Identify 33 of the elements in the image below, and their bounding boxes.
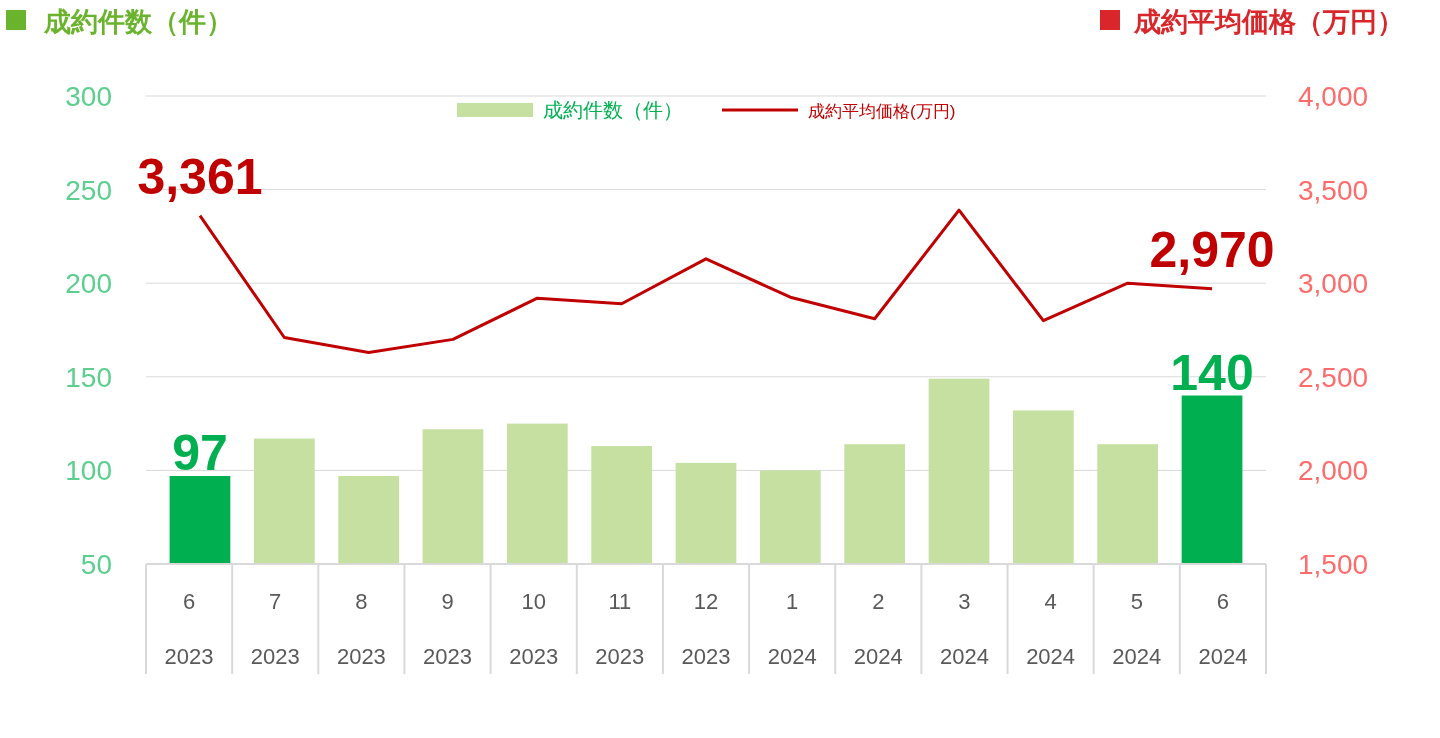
y-tick-label: 200 [65,268,112,300]
y2-tick-label: 3,000 [1298,268,1369,300]
category-label: 1 2024 [767,589,817,669]
y-tick-label: 50 [80,549,112,580]
category-label: 7 2023 [250,589,300,669]
legend-label: 成約件数（件） [543,99,683,121]
y2-tick-label: 1,500 [1298,549,1369,580]
y2-tick-label: 4,000 [1298,81,1369,112]
data-label: 97 [172,425,228,482]
y-axis-title: 成約件数（件） [43,7,233,37]
category-label: 6 2024 [1198,589,1248,669]
category-label: 9 2023 [423,589,473,669]
legend-label: 成約平均価格(万円) [808,102,956,121]
category-label: 8 2023 [336,589,386,669]
category-label: 10 2023 [509,589,559,669]
y2-tick-label: 2,500 [1298,361,1369,393]
data-label: 2,970 [1149,221,1275,278]
category-label: 11 2023 [595,589,645,669]
category-label: 6 2023 [164,589,214,669]
y2-tick-label: 3,500 [1298,174,1369,206]
y-tick-label: 100 [65,455,112,487]
y-tick-label: 300 [65,81,112,112]
category-label: 12 2023 [681,589,731,669]
y2-axis-title: 成約平均価格（万円） [1133,7,1404,37]
category-label: 4 2024 [1026,589,1076,669]
data-label: 140 [1170,344,1254,401]
data-label: 3,361 [137,148,263,205]
y-tick-label: 150 [65,361,112,393]
y2-tick-label: 2,000 [1298,455,1369,487]
category-label: 3 2024 [939,589,989,669]
category-label: 5 2024 [1112,589,1162,669]
category-label: 2 2024 [853,589,903,669]
y-tick-label: 250 [65,174,112,206]
